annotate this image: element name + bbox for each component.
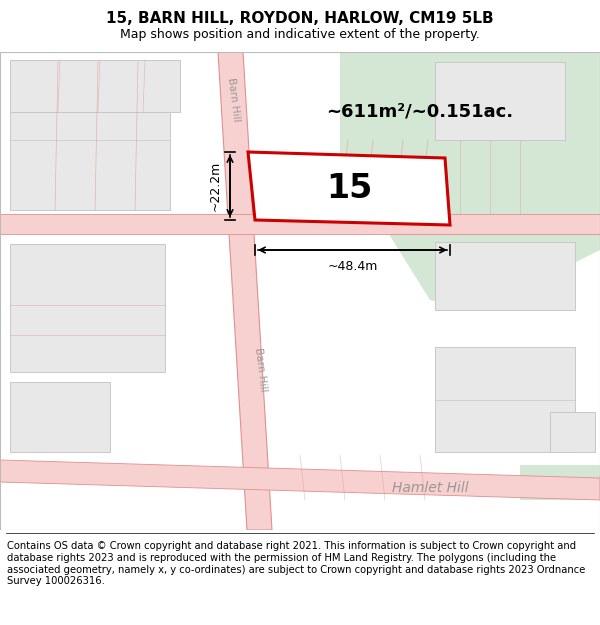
- Text: Map shows position and indicative extent of the property.: Map shows position and indicative extent…: [120, 28, 480, 41]
- Bar: [0, 214, 600, 234]
- Text: Barn Hill: Barn Hill: [253, 348, 269, 392]
- Bar: [435, 242, 575, 310]
- Bar: [10, 60, 180, 112]
- Polygon shape: [520, 465, 600, 500]
- Bar: [435, 62, 565, 140]
- Text: 15: 15: [326, 173, 373, 205]
- Bar: [10, 62, 170, 210]
- Bar: [10, 244, 165, 372]
- Text: Contains OS data © Crown copyright and database right 2021. This information is : Contains OS data © Crown copyright and d…: [7, 541, 586, 586]
- Bar: [550, 412, 595, 452]
- Polygon shape: [248, 152, 450, 225]
- Text: ~611m²/~0.151ac.: ~611m²/~0.151ac.: [326, 103, 514, 121]
- Text: 15, BARN HILL, ROYDON, HARLOW, CM19 5LB: 15, BARN HILL, ROYDON, HARLOW, CM19 5LB: [106, 11, 494, 26]
- Polygon shape: [0, 460, 600, 500]
- Text: Hamlet Hill: Hamlet Hill: [392, 481, 469, 495]
- Text: ~22.2m: ~22.2m: [209, 161, 222, 211]
- Text: ~48.4m: ~48.4m: [328, 260, 377, 273]
- Polygon shape: [340, 52, 600, 310]
- Bar: [10, 382, 110, 452]
- Bar: [435, 347, 575, 452]
- Text: Barn Hill: Barn Hill: [226, 78, 242, 122]
- Polygon shape: [218, 52, 272, 530]
